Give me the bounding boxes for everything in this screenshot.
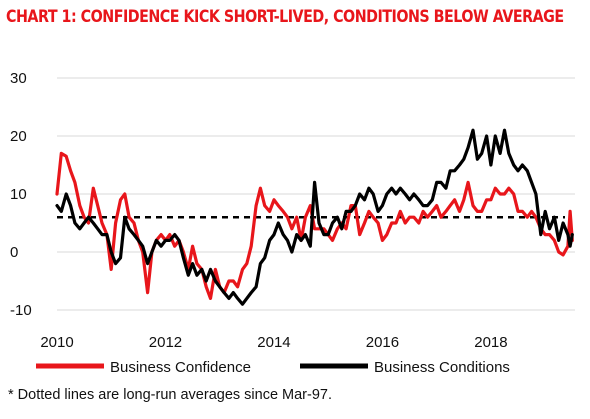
x-tick-label: 2018: [474, 334, 507, 351]
legend-label-business-conditions: Business Conditions: [374, 359, 510, 376]
business-conditions-line: [55, 128, 574, 306]
y-tick-label: -10: [10, 302, 32, 319]
legend: Business Confidence Business Conditions: [36, 359, 510, 376]
x-tick-label: 2014: [257, 334, 290, 351]
y-axis-tick-labels: 30 20 10 0 -10: [10, 70, 32, 319]
y-tick-label: 30: [10, 70, 27, 87]
x-tick-label: 2010: [40, 334, 73, 351]
y-tick-label: 20: [10, 128, 27, 145]
x-tick-label: 2012: [149, 334, 182, 351]
y-tick-label: 10: [10, 186, 27, 203]
footnote: * Dotted lines are long-run averages sin…: [8, 387, 332, 403]
chart-title: CHART 1: CONFIDENCE KICK SHORT-LIVED, CO…: [6, 7, 564, 27]
x-axis-tick-labels: 2010 2012 2014 2016 2018: [40, 334, 507, 351]
business-confidence-line: [55, 151, 574, 300]
y-tick-label: 0: [10, 244, 18, 261]
x-tick-label: 2016: [366, 334, 399, 351]
legend-label-business-confidence: Business Confidence: [110, 359, 251, 376]
series-lines: [55, 128, 574, 306]
